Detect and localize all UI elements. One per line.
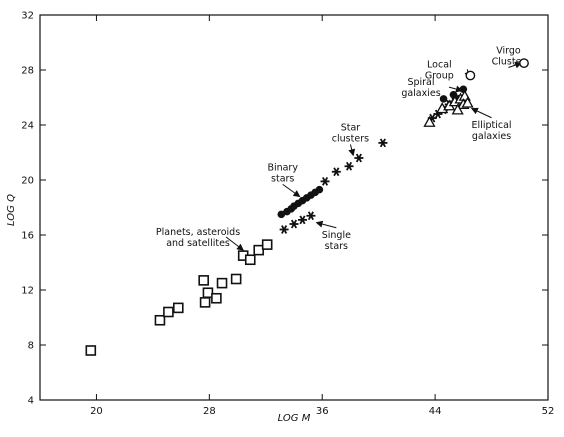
square-marker — [163, 306, 174, 318]
y-tick-label: 8 — [28, 341, 34, 352]
asterisk-marker — [354, 153, 364, 163]
annotation-label: Spiral galaxies — [401, 77, 440, 99]
annotation-label: Virgo Cluster — [492, 46, 526, 68]
annotation-label: Elliptical galaxies — [472, 120, 512, 142]
asterisk-marker — [344, 161, 354, 171]
tick-labels: 20 28 36 44 52 4 8 12 16 20 24 28 32 — [21, 11, 554, 418]
open-circle-marker — [519, 58, 529, 69]
y-tick-label: 16 — [21, 231, 34, 242]
square-marker — [244, 254, 256, 266]
x-axis-title: LOG M — [278, 413, 311, 424]
annotation-arrow — [470, 107, 492, 119]
y-tick-label: 28 — [21, 66, 34, 77]
y-tick-label: 32 — [21, 11, 34, 22]
square-marker — [198, 275, 209, 286]
asterisk-marker — [320, 177, 330, 186]
annotation-label: Local Group — [425, 59, 454, 81]
annotation-arrow — [348, 144, 356, 157]
asterisk-marker — [289, 219, 299, 229]
annotation-label: Binary stars — [267, 162, 298, 184]
data-points — [85, 58, 529, 356]
filled-circle-marker — [277, 210, 286, 219]
asterisk-marker — [297, 215, 307, 225]
x-tick-label: 28 — [203, 406, 216, 417]
x-tick-label: 36 — [316, 406, 329, 417]
annotation-arrow — [508, 61, 523, 69]
square-marker — [216, 277, 228, 289]
asterisk-marker — [306, 211, 316, 221]
y-tick-label: 4 — [28, 396, 34, 407]
y-tick-label: 20 — [21, 176, 34, 187]
x-tick-label: 44 — [429, 406, 442, 417]
square-marker — [230, 273, 242, 285]
annotation-label: Planets, asteroids and satellites — [156, 227, 240, 249]
asterisk-marker — [378, 138, 388, 148]
square-marker — [85, 345, 97, 356]
plot-frame — [39, 14, 549, 401]
square-marker — [253, 244, 265, 256]
filled-circle-marker — [459, 85, 468, 94]
annotation-label: Star clusters — [332, 123, 369, 145]
annotation-label: Single stars — [322, 230, 351, 252]
annotation-arrow — [282, 183, 301, 198]
asterisk-marker — [279, 225, 289, 234]
open-triangle-marker — [461, 96, 474, 108]
annotation-arrow — [315, 220, 337, 229]
annotation-arrow — [225, 236, 244, 251]
open-triangle-marker — [451, 103, 464, 115]
y-tick-label: 12 — [21, 286, 34, 297]
axis-ticks — [40, 14, 549, 401]
square-marker — [199, 297, 211, 308]
y-tick-label: 24 — [21, 121, 34, 132]
x-tick-label: 52 — [542, 406, 555, 417]
open-circle-marker — [465, 70, 476, 81]
filled-circle-marker — [315, 185, 324, 194]
square-marker — [211, 292, 222, 304]
filled-circle-marker — [449, 90, 458, 99]
y-axis-title: LOG Q — [6, 194, 17, 226]
filled-circle-marker — [439, 95, 448, 103]
square-marker — [261, 239, 273, 250]
open-triangle-marker — [423, 115, 436, 127]
x-tick-label: 20 — [90, 406, 103, 417]
square-marker — [202, 287, 214, 299]
square-marker — [172, 302, 184, 314]
square-marker — [154, 314, 166, 326]
asterisk-marker — [331, 167, 341, 177]
